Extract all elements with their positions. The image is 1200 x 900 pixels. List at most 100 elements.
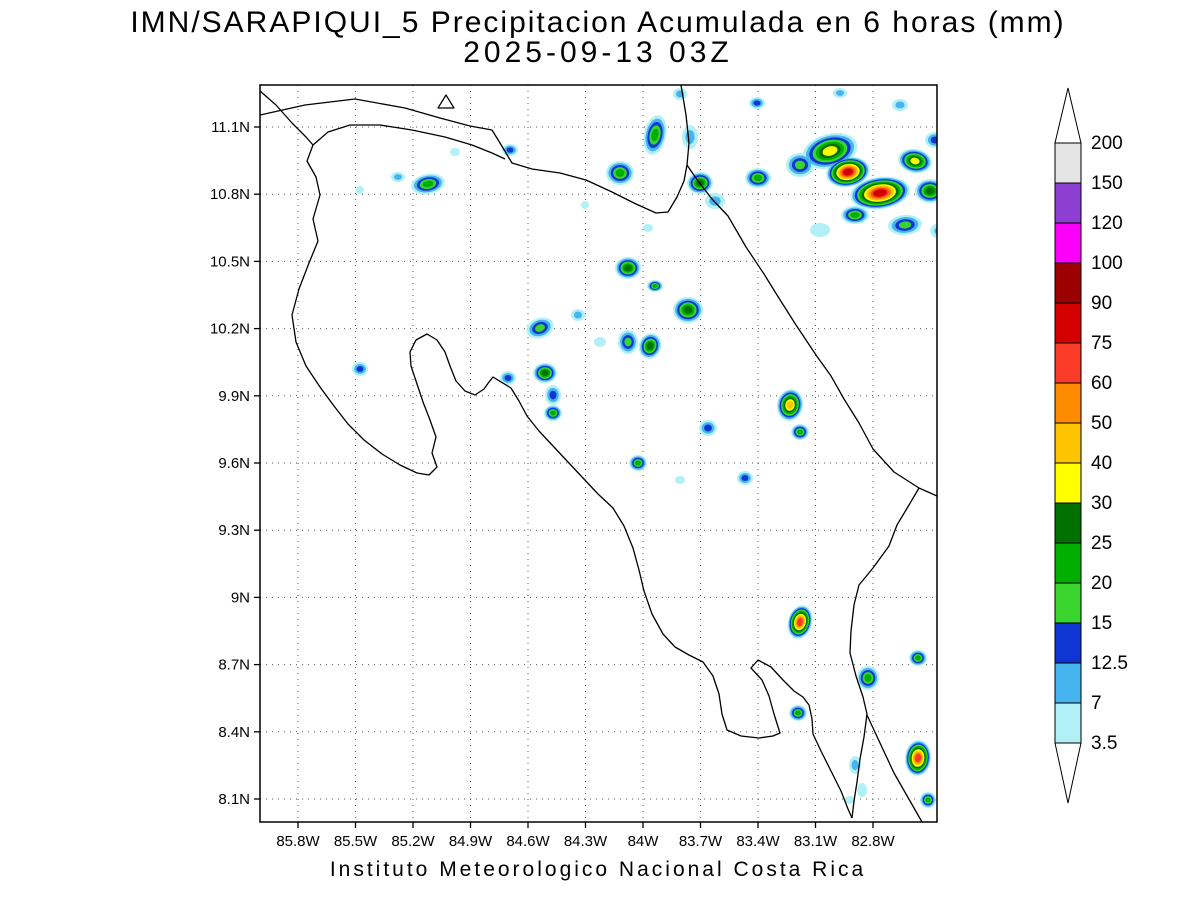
precip-cell-level-60: [914, 753, 922, 763]
map-plot-area: 85.8W 85.5W 85.2W 84.9W 84.6W 84.3W 84W 83.7W 83…: [210, 84, 938, 850]
colorbar-label: 7: [1091, 693, 1102, 714]
precip-cell-level-20: [422, 180, 434, 188]
outline-north_border: [312, 124, 506, 160]
colorbar-label: 100: [1091, 253, 1123, 274]
precip-cell-level-25: [646, 342, 654, 350]
colorbar-segment: [1054, 662, 1082, 704]
colorbar-segment: [1054, 182, 1082, 224]
colorbar-segment: [1054, 582, 1082, 624]
outline-nicaragua_lake_shore: [260, 98, 493, 131]
precip-cell-level-7: [685, 130, 695, 144]
colorbar-segment: [1054, 502, 1082, 544]
colorbar-label: 12.5: [1091, 653, 1128, 674]
colorbar-segment: [1054, 222, 1082, 264]
colorbar-segment: [1054, 302, 1082, 344]
lat-tick-label: 8.7N: [218, 657, 250, 674]
precip-cell-level-30: [910, 157, 920, 165]
precip-cell-level-12.5: [549, 390, 557, 400]
colorbar-label: 150: [1091, 173, 1123, 194]
colorbar-label: 40: [1091, 453, 1112, 474]
outline-caribbean_coast: [680, 85, 920, 489]
precip-cell-level-15: [624, 337, 632, 347]
precip-cell-level-7: [573, 311, 583, 319]
lon-tick-label: 83.4W: [736, 833, 780, 850]
precip-cell-level-3.5: [810, 223, 830, 237]
plot-frame: [259, 84, 938, 823]
colorbar-label: 75: [1091, 333, 1112, 354]
lat-tick-label: 8.4N: [218, 724, 250, 741]
lat-tick-label: 9.9N: [218, 388, 250, 405]
precip-cell-level-20: [797, 429, 803, 435]
lon-tick-label: 85.5W: [334, 833, 378, 850]
colorbar-label: 90: [1091, 293, 1112, 314]
lon-tick-label: 83.7W: [679, 833, 723, 850]
precip-cell-level-75: [843, 168, 853, 176]
precip-cell-level-3.5: [930, 223, 937, 239]
colorbar-label: 60: [1091, 373, 1112, 394]
precip-cell-level-25: [925, 187, 935, 195]
precip-cell-level-7: [934, 227, 937, 235]
precip-cell-level-15: [898, 221, 912, 229]
precip-cell-level-3.5: [643, 224, 653, 232]
colorbar-segment: [1054, 342, 1082, 384]
precip-cell-level-20: [753, 174, 763, 182]
colorbar-label: 120: [1091, 213, 1123, 234]
precip-cell-level-75: [873, 189, 887, 197]
colorbar-label: 3.5: [1091, 733, 1117, 754]
lon-tick-label: 85.2W: [391, 833, 435, 850]
colorbar-segment: [1054, 142, 1082, 184]
precip-cell-level-20: [615, 169, 625, 177]
precip-cell-level-25: [683, 306, 693, 314]
colorbar-arrow-down-icon: [1054, 742, 1082, 804]
precip-cell-level-20: [915, 655, 921, 661]
precip-cell-level-30: [822, 146, 838, 156]
country-outlines: [260, 85, 937, 822]
precip-cell-level-12.5: [930, 136, 937, 144]
outline-nicaragua_pacific: [260, 90, 314, 146]
precip-cell-level-3.5: [356, 186, 364, 194]
precip-cell-level-12.5: [704, 424, 712, 432]
precip-cell-level-3.5: [594, 337, 606, 347]
lat-tick-label: 9.3N: [218, 522, 250, 539]
precip-cell-level-20: [635, 460, 641, 466]
plot-background: [260, 85, 937, 822]
colorbar-label: 20: [1091, 573, 1112, 594]
lon-tick-label: 83.1W: [794, 833, 838, 850]
precip-cell-level-12.5: [506, 147, 514, 153]
colorbar-segment: [1054, 262, 1082, 304]
precip-cell-level-25: [624, 264, 632, 272]
lon-tick-label: 84.6W: [506, 833, 550, 850]
colorbar-label: 200: [1091, 133, 1123, 154]
lat-tick-label: 11.1N: [211, 119, 250, 136]
precip-cell-level-7: [895, 101, 905, 109]
colorbar-label: 15: [1091, 613, 1112, 634]
lon-tick-label: 84.9W: [449, 833, 493, 850]
outline-panama_caribbean: [918, 487, 937, 497]
lake-island-outline: [437, 94, 455, 109]
colorbar-arrow-up-icon: [1054, 87, 1082, 144]
lat-tick-label: 10.8N: [210, 186, 250, 203]
precip-cell-level-3.5: [581, 201, 589, 209]
lat-tick-label: 10.2N: [210, 321, 250, 338]
lon-tick-label: 84.3W: [564, 833, 608, 850]
precip-cell-level-12.5: [504, 374, 512, 382]
precip-cell-level-20: [652, 284, 658, 288]
footer-caption: Instituto Meteorologico Nacional Costa R…: [330, 858, 866, 881]
precip-cell-level-20: [795, 710, 801, 716]
outline-pacific_coast: [291, 144, 853, 819]
precip-cell-level-15: [535, 324, 545, 332]
colorbar-label: 50: [1091, 413, 1112, 434]
colorbar-segment: [1054, 462, 1082, 504]
precip-cell-level-3.5: [675, 476, 685, 484]
precip-cell-level-3.5: [450, 148, 460, 156]
precip-cell-level-3.5: [857, 783, 867, 797]
precip-cell-level-40: [786, 400, 794, 410]
lon-tick-label: 82.8W: [851, 833, 895, 850]
precip-cell-level-12.5: [741, 474, 749, 482]
precip-cell-level-7: [393, 174, 403, 180]
precip-cell-level-3.5: [845, 796, 855, 804]
precip-field: [352, 88, 937, 808]
lat-tick-label: 10.5N: [210, 253, 250, 270]
precip-cell-level-20: [550, 410, 556, 416]
